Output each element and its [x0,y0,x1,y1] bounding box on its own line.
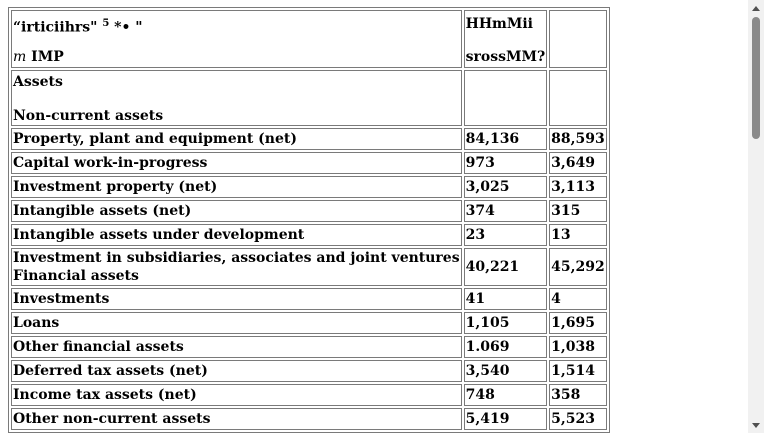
section-label-cell: Assets Non-current assets [11,70,462,126]
table-row: Income tax assets (net) 748 358 [11,384,607,406]
table-row: Other non-current assets 5,419 5,523 [11,408,607,430]
row-value-previous: 3,113 [549,176,607,198]
header-garbled-text: “irticiihrs" [13,19,98,36]
row-value-current: 973 [463,152,548,174]
row-value-previous: 1,038 [549,336,607,358]
table-row: Investments 41 4 [11,288,607,310]
table-row: Investment property (net) 3,025 3,113 [11,176,607,198]
row-label: Income tax assets (net) [11,384,462,406]
table-row: Intangible assets (net) 374 315 [11,200,607,222]
header-garbled-text2: IMP [26,49,64,65]
table-row: Loans 1,105 1,695 [11,312,607,334]
row-label: Investment in subsidiaries, associates a… [11,248,462,286]
section-title: Assets [13,74,63,90]
section-subtitle: Non-current assets [13,108,164,124]
table-row: Property, plant and equipment (net) 84,1… [11,128,607,150]
section-row-assets: Assets Non-current assets [11,70,607,126]
row-label: Property, plant and equipment (net) [11,128,462,150]
row-value-current: 374 [463,200,548,222]
table-row: Investment in subsidiaries, associates a… [11,248,607,286]
scroll-down-arrow-icon[interactable] [748,417,764,433]
table-row: Intangible assets under development 23 1… [11,224,607,246]
row-value-current: 84,136 [463,128,548,150]
header-garbled-line1: “irticiihrs" 5 *• " [13,15,460,37]
header-cell-col2: HHmMii srossMM? [463,10,548,68]
scroll-up-arrow-icon[interactable] [748,0,764,16]
row-value-previous: 358 [549,384,607,406]
row-value-previous: 1,695 [549,312,607,334]
section-empty-cell [549,70,607,126]
header-col2-line1: HHmMii [465,16,533,32]
row-value-previous: 315 [549,200,607,222]
header-cell-col3 [549,10,607,68]
row-value-previous: 5,523 [549,408,607,430]
row-value-current: 3,540 [463,360,548,382]
scrollbar-thumb[interactable] [752,17,760,139]
header-garbled-tail: *• " [109,19,143,36]
row-value-current: 1.069 [463,336,548,358]
table-header-row: “irticiihrs" 5 *• " m IMP HHmMii srossMM… [11,10,607,68]
row-value-current: 5,419 [463,408,548,430]
balance-sheet-table: “irticiihrs" 5 *• " m IMP HHmMii srossMM… [8,7,610,433]
header-col2-line2: srossMM? [465,49,546,65]
row-value-previous: 13 [549,224,607,246]
document-viewport: “irticiihrs" 5 *• " m IMP HHmMii srossMM… [8,7,610,433]
row-label: Other financial assets [11,336,462,358]
row-label: Other non-current assets [11,408,462,430]
row-value-current: 1,105 [463,312,548,334]
row-value-current: 41 [463,288,548,310]
row-value-previous: 3,649 [549,152,607,174]
row-label: Investments [11,288,462,310]
header-cell-label: “irticiihrs" 5 *• " m IMP [11,10,462,68]
row-value-current: 40,221 [463,248,548,286]
row-value-previous: 1,514 [549,360,607,382]
row-value-current: 748 [463,384,548,406]
vertical-scrollbar[interactable] [748,0,764,433]
row-label: Intangible assets under development [11,224,462,246]
table-row: Capital work-in-progress 973 3,649 [11,152,607,174]
row-label-line2: Financial assets [13,268,139,284]
row-value-current: 3,025 [463,176,548,198]
section-empty-cell [463,70,548,126]
row-value-current: 23 [463,224,548,246]
row-value-previous: 88,593 [549,128,607,150]
table-row: Other financial assets 1.069 1,038 [11,336,607,358]
row-label: Deferred tax assets (net) [11,360,462,382]
table-row: Deferred tax assets (net) 3,540 1,514 [11,360,607,382]
row-label: Intangible assets (net) [11,200,462,222]
row-value-previous: 4 [549,288,607,310]
row-label: Capital work-in-progress [11,152,462,174]
row-value-previous: 45,292 [549,248,607,286]
header-garbled-italic: m [13,49,27,65]
row-label: Loans [11,312,462,334]
row-label: Investment property (net) [11,176,462,198]
header-garbled-superscript: 5 [102,18,110,29]
header-garbled-line2: m IMP [13,48,460,66]
row-label-line1: Investment in subsidiaries, associates a… [13,250,460,266]
